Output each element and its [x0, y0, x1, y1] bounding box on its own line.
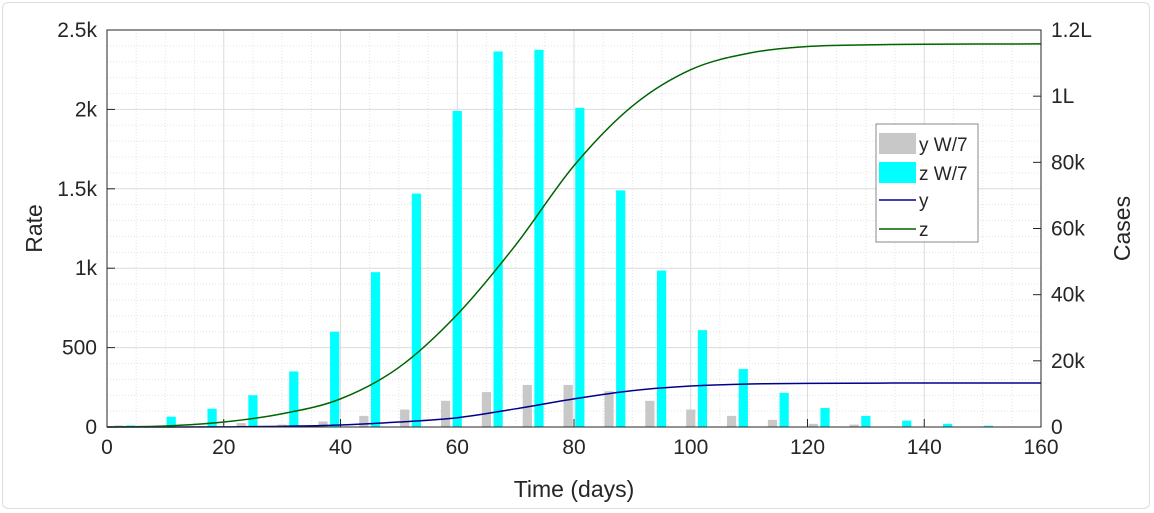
y-right-tick-label: 1.2L	[1051, 19, 1092, 42]
x-tick-label: 20	[212, 436, 235, 459]
y-left-tick-label: 500	[62, 337, 97, 360]
y-right-tick-label: 40k	[1051, 284, 1085, 307]
y-right-tick-label: 1L	[1051, 85, 1074, 108]
y-right-axis-label: Cases	[1109, 196, 1135, 261]
bar-z-week	[411, 193, 421, 427]
y-left-tick-label: 1k	[75, 257, 98, 280]
bar-z-week	[820, 407, 830, 427]
bar-z-week	[656, 270, 667, 427]
y-right-tick-label: 80k	[1051, 151, 1085, 174]
legend-label: z	[919, 220, 929, 241]
x-tick-label: 140	[907, 436, 942, 459]
bar-z-week	[452, 110, 462, 427]
y-right-tick-label: 0	[1051, 416, 1063, 439]
x-axis-label: Time (days)	[514, 476, 635, 502]
bar-z-week	[779, 392, 789, 427]
legend-label: y	[919, 191, 929, 212]
bar-z-week	[248, 395, 258, 427]
bar-z-week	[370, 272, 381, 427]
bar-z-week	[330, 331, 340, 427]
bar-y-week	[318, 421, 328, 427]
bar-z-week	[534, 49, 544, 427]
bar-y-week	[236, 423, 246, 427]
bar-z-week	[616, 190, 626, 427]
x-tick-label: 80	[562, 436, 585, 459]
bar-z-week	[738, 369, 748, 427]
bar-y-week	[481, 392, 492, 427]
y-left-tick-label: 0	[85, 416, 97, 439]
bar-z-week	[902, 420, 912, 427]
bar-y-week	[400, 409, 410, 427]
x-tick-label: 100	[673, 436, 708, 459]
bar-z-week	[575, 107, 585, 427]
y-left-tick-label: 2.5k	[57, 19, 97, 42]
x-tick-label: 0	[101, 436, 113, 459]
y-right-tick-label: 20k	[1051, 350, 1085, 373]
y-left-tick-label: 1.5k	[57, 178, 97, 201]
axes-box	[106, 29, 1042, 428]
bar-y-week	[563, 384, 573, 427]
bar-z-week	[166, 416, 176, 427]
bar-y-week	[645, 400, 655, 427]
x-tick-label: 160	[1023, 436, 1058, 459]
bar-z-week	[493, 51, 503, 428]
bar-y-week	[767, 419, 778, 427]
bar-z-week	[861, 415, 871, 427]
y-right-tick-label: 60k	[1051, 218, 1085, 241]
x-tick-label: 60	[446, 436, 469, 459]
legend-label: z W/7	[919, 164, 968, 185]
legend-label: y W/7	[919, 135, 968, 156]
bar-y-week	[849, 424, 859, 427]
bar-y-week	[686, 409, 696, 427]
bar-z-week	[697, 330, 708, 427]
bar-z-week	[983, 425, 994, 427]
bar-y-week	[522, 384, 532, 427]
bar-z-week	[943, 423, 953, 427]
bar-y-week	[604, 391, 614, 427]
legend-swatch-1	[879, 162, 916, 183]
bar-y-week	[440, 400, 451, 427]
legend-swatch-0	[879, 133, 916, 154]
x-tick-label: 40	[329, 436, 352, 459]
bar-y-week	[808, 423, 818, 427]
bar-y-week	[727, 415, 737, 427]
x-tick-label: 120	[790, 436, 825, 459]
bar-z-week	[289, 371, 299, 427]
y-left-axis-label: Rate	[21, 204, 47, 253]
bar-y-week	[359, 415, 369, 427]
line-z	[106, 43, 1042, 428]
bar-z-week	[207, 408, 217, 427]
y-left-tick-label: 2k	[75, 98, 98, 121]
